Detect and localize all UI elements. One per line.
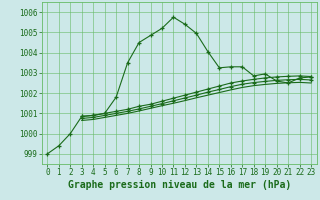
X-axis label: Graphe pression niveau de la mer (hPa): Graphe pression niveau de la mer (hPa) — [68, 180, 291, 190]
